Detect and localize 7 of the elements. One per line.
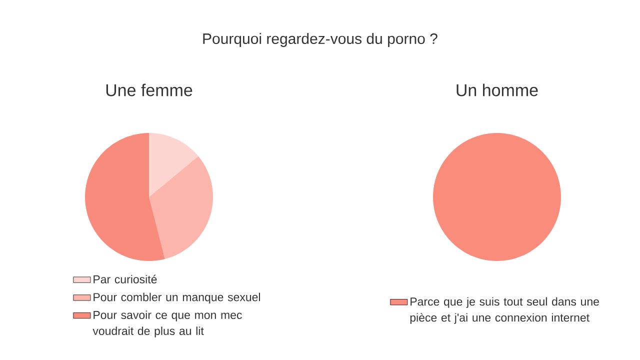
legend-label: Parce que je suis tout seul dans une pièce et j'ai une connexion internet [410, 297, 599, 324]
text: Pourquoi regardez-vous du porno ? [203, 33, 438, 47]
legend-label: Par curiosité [94, 274, 157, 284]
chart-subtitle: Un homme [456, 84, 538, 96]
legend-label: Pour savoir ce que mon mec voudrait de plus au lit [92, 310, 242, 338]
chart-subtitle: Une femme [106, 84, 192, 96]
legend-label: Pour combler un manque sexuel [94, 292, 260, 304]
